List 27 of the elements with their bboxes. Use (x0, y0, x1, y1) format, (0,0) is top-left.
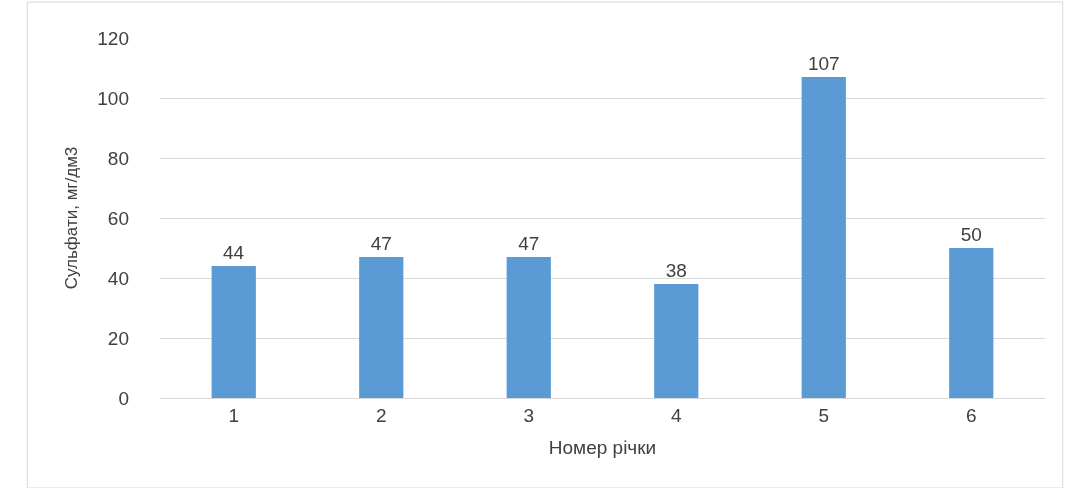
bar (506, 257, 551, 398)
bar (949, 248, 994, 398)
y-tick-label: 20 (107, 327, 129, 349)
bar (211, 266, 256, 398)
data-label: 44 (222, 242, 245, 263)
y-tick-label: 40 (107, 267, 129, 289)
y-tick-label: 100 (97, 87, 129, 109)
data-label: 47 (518, 233, 540, 254)
y-tick-label: 120 (97, 27, 129, 49)
bar (359, 257, 404, 398)
data-label: 47 (370, 233, 392, 254)
y-tick-label: 0 (118, 387, 129, 409)
x-axis-title: Номер річки (548, 436, 657, 458)
data-label: 38 (665, 260, 687, 281)
x-tick-label: 1 (228, 404, 240, 426)
bar (801, 77, 846, 398)
x-tick-label: 3 (523, 404, 535, 426)
x-tick-label: 2 (375, 404, 387, 426)
data-label: 107 (807, 53, 840, 74)
y-axis-title: Сульфати, мг/дм3 (61, 146, 81, 290)
x-tick-label: 5 (818, 404, 830, 426)
y-tick-label: 80 (107, 147, 129, 169)
bar (654, 284, 699, 398)
x-tick-label: 6 (965, 404, 977, 426)
x-tick-label: 4 (670, 404, 682, 426)
data-label: 50 (960, 224, 982, 245)
y-tick-label: 60 (107, 207, 129, 229)
